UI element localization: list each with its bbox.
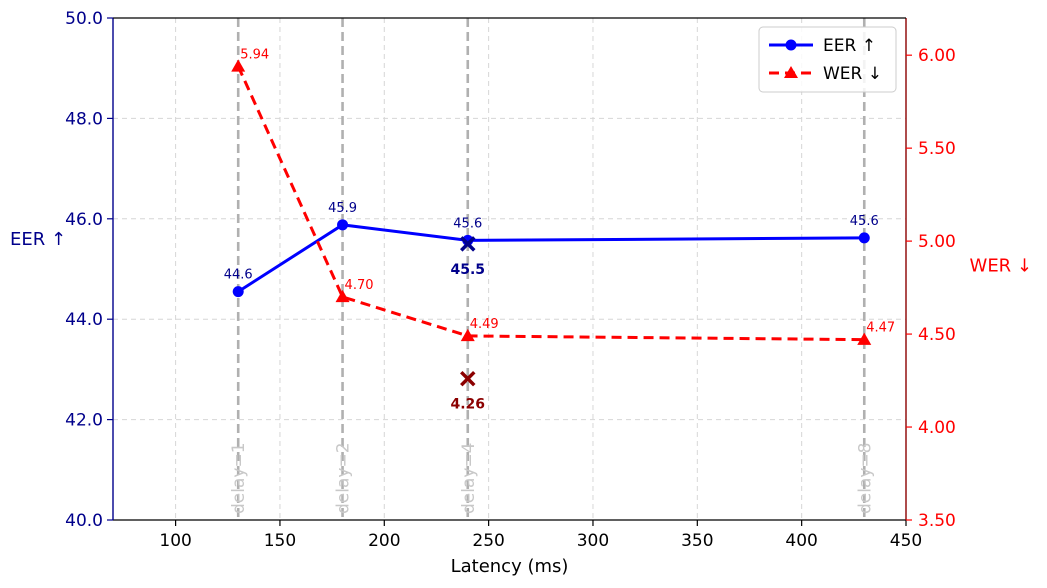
x-tick-label: 100 [159,531,191,551]
legend-marker [785,39,797,51]
data-label: 45.9 [328,201,357,216]
extra-point-label: 45.5 [450,262,485,278]
left-y-tick-label: 46.0 [65,210,103,230]
left-y-tick-label: 40.0 [65,511,103,531]
x-tick-label: 150 [264,531,296,551]
data-point [857,332,872,345]
x-axis-title: Latency (ms) [451,556,569,577]
x-tick-label: 350 [681,531,713,551]
data-label: 45.6 [453,216,482,231]
series-line [236,65,865,342]
legend: EER ↑ WER ↓ [758,26,897,93]
delay-label-delay-8: delay=8 [855,442,875,514]
data-point [232,286,244,298]
left-y-axis-title: EER ↑ [10,229,66,250]
right-y-tick-label: 5.00 [918,232,956,252]
data-point [231,59,246,72]
data-label: 45.6 [850,214,879,229]
right-y-axis-title: WER ↓ [970,255,1032,276]
data-label: 4.49 [470,317,499,332]
x-axis: 100 150 200 250 300 350 400 450 Latency (ms) [159,520,922,577]
legend-label: EER ↑ [823,36,876,56]
data-point [337,219,349,231]
right-y-tick-label: 4.50 [918,325,956,345]
delay-label-delay-2: delay=2 [334,442,354,514]
x-tick-label: 300 [577,531,609,551]
right-y-axis: 3.50 4.00 4.50 5.00 5.50 6.00 WER ↓ [906,46,1032,531]
data-point [858,232,870,244]
left-y-tick-label: 42.0 [65,411,103,431]
left-y-axis: 40.0 42.0 44.0 46.0 48.0 50.0 EER ↑ [10,9,113,531]
series-line [237,223,865,293]
right-y-tick-label: 4.00 [918,418,956,438]
delay-markers: delay=1 delay=2 delay=4 delay=8 [229,18,875,520]
right-y-tick-label: 6.00 [918,46,956,66]
data-point [460,328,475,342]
data-label: 5.94 [240,47,269,62]
grid-lines [113,18,906,520]
extra-point-label: 4.26 [450,397,485,413]
data-label: 4.47 [866,321,895,336]
left-y-tick-label: 48.0 [65,109,103,129]
x-marker [460,236,476,252]
series-eer: 44.6 45.9 45.6 45.6 [224,201,879,298]
data-label: 44.6 [224,268,253,283]
right-y-tick-label: 3.50 [918,511,956,531]
x-marker [460,370,476,387]
right-y-tick-label: 5.50 [918,139,956,159]
x-tick-label: 400 [785,531,817,551]
x-tick-label: 250 [472,531,504,551]
x-marker-stroke [460,370,476,387]
x-marker-stroke [460,236,476,252]
series-wer: 5.94 4.70 4.49 4.47 [231,47,895,345]
data-label: 4.70 [345,278,374,293]
delay-label-delay-1: delay=1 [229,442,249,514]
extra-points: 45.5 4.26 [450,236,485,413]
delay-label-delay-4: delay=4 [459,442,479,514]
legend-marker [784,66,798,78]
x-tick-label: 450 [890,531,922,551]
x-tick-label: 200 [368,531,400,551]
left-y-tick-label: 44.0 [65,310,103,330]
legend-label: WER ↓ [823,64,882,84]
data-point [335,289,350,303]
left-y-tick-label: 50.0 [65,9,103,29]
